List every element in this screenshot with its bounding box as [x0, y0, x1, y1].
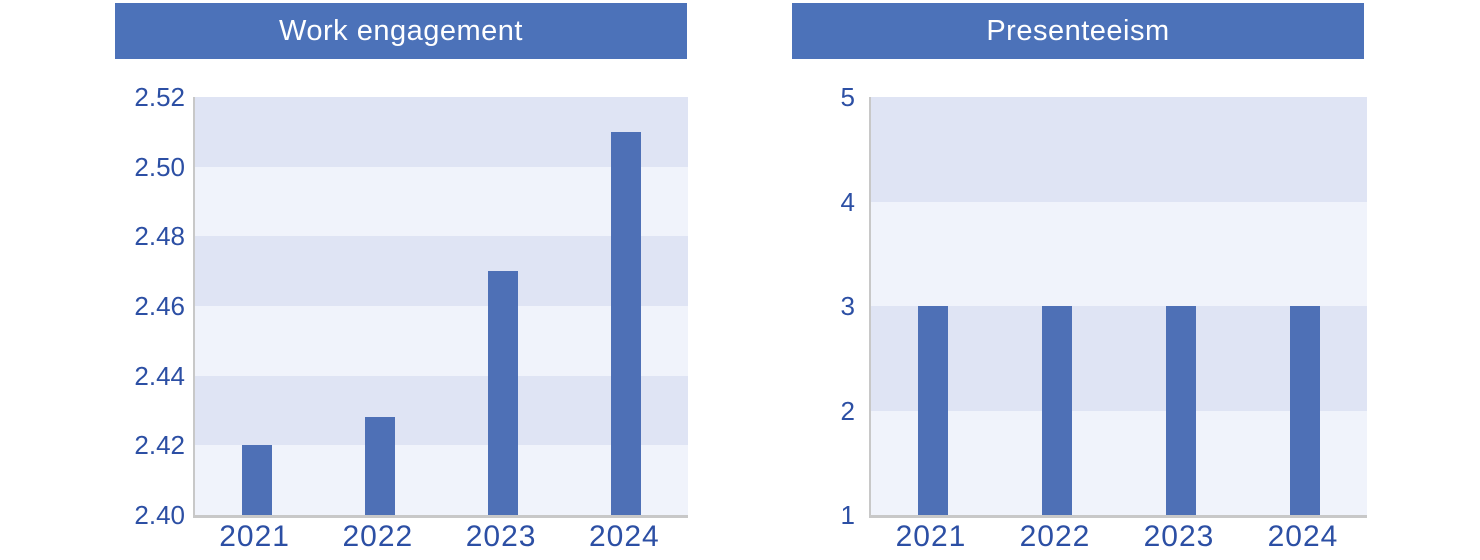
x-axis: 2021 2022 2023 2024	[193, 522, 686, 558]
y-tick-label-5: 5	[840, 82, 855, 112]
y-tick-label-2.50: 2.50	[134, 151, 185, 182]
y-axis: 5 4 3 2 1	[789, 84, 855, 528]
x-axis: 2021 2022 2023 2024	[869, 522, 1365, 558]
x-axis-label-2024: 2024	[589, 520, 660, 553]
bar-2023	[488, 271, 519, 515]
y-tick-label-2.46: 2.46	[134, 291, 185, 321]
y-tick-label-1: 1	[840, 500, 855, 530]
y-axis: 2.52 2.50 2.48 2.46 2.44 2.42 2.40	[88, 84, 185, 528]
plot-band	[195, 306, 688, 376]
x-axis-label-2024: 2024	[1267, 520, 1339, 553]
bar-2023	[1166, 306, 1196, 515]
plot-band	[195, 375, 688, 446]
plot-band	[195, 236, 688, 306]
y-tick-label-2.42: 2.42	[134, 430, 185, 461]
x-axis-label-2022: 2022	[342, 520, 414, 553]
plot-band	[195, 166, 688, 237]
x-axis-label-2023: 2023	[465, 520, 537, 553]
y-tick-label-2.52: 2.52	[134, 82, 185, 112]
chart-title: Work engagement	[279, 14, 523, 47]
x-axis-label-2023: 2023	[1143, 520, 1215, 553]
chart-title-banner: Presenteeism	[792, 3, 1364, 59]
plot-band	[871, 97, 1367, 202]
bar-2022	[364, 417, 395, 515]
plot-band	[195, 97, 688, 167]
plot-band	[871, 410, 1367, 515]
x-axis-label-2021: 2021	[895, 520, 967, 553]
bar-2021	[241, 445, 272, 515]
y-tick-label-4: 4	[840, 186, 855, 217]
chart-title: Presenteeism	[986, 14, 1170, 47]
bar-2024	[611, 131, 642, 515]
x-axis-label-2021: 2021	[219, 520, 290, 553]
bar-2022	[1042, 306, 1072, 515]
plot-area	[869, 97, 1367, 518]
x-axis-label-2022: 2022	[1019, 520, 1091, 553]
bar-2021	[918, 306, 948, 515]
plot-band	[871, 306, 1367, 411]
bar-2024	[1290, 306, 1320, 515]
presenteeism-chart: Presenteeism 5 4 3 2 1 2021 2022 2023 2024	[740, 0, 1480, 560]
plot-area	[193, 97, 688, 518]
work-engagement-chart: Work engagement 2.52 2.50 2.48 2.46 2.44 2.42…	[88, 3, 688, 558]
y-tick-label-2.44: 2.44	[134, 360, 185, 391]
plot-band	[871, 201, 1367, 306]
y-tick-label-2: 2	[840, 395, 855, 426]
y-tick-label-3: 3	[840, 291, 855, 321]
plot-band	[195, 445, 688, 515]
y-tick-label-2.48: 2.48	[134, 221, 185, 252]
y-tick-label-2.40: 2.40	[134, 500, 185, 530]
chart-title-banner: Work engagement	[115, 3, 687, 59]
